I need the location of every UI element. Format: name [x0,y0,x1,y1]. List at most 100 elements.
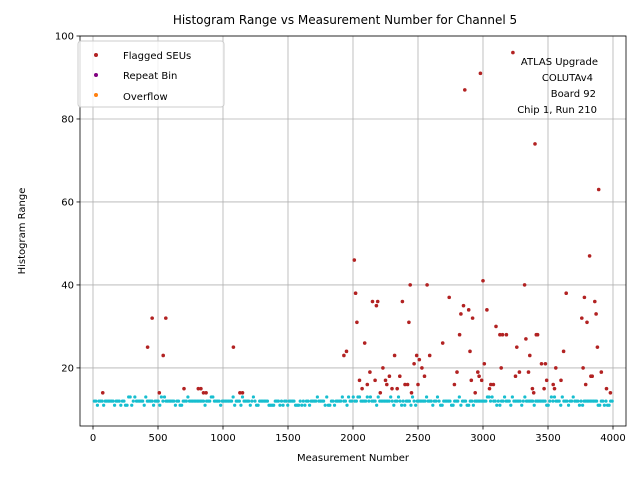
baseline-point [604,399,608,403]
flagged-seu-point [100,391,105,395]
flagged-seu-point [365,382,370,387]
legend-marker-repeat [94,73,98,77]
baseline-point [560,395,564,399]
flagged-seu-point [544,378,549,383]
flagged-seu-point [473,391,478,395]
y-tick-label: 100 [55,32,74,43]
baseline-point [532,403,536,407]
legend-label-repeat: Repeat Bin [123,71,177,82]
baseline-point [490,395,494,399]
flagged-seu-point [360,386,364,391]
flagged-seu-point [204,391,208,395]
baseline-point [463,399,468,403]
baseline-point [595,399,599,403]
flagged-seu-point [157,391,162,395]
annotation-line: ATLAS Upgrade [521,57,598,68]
flagged-seu-point [587,254,592,258]
baseline-point [368,395,373,399]
baseline-point [395,399,399,403]
baseline-point [281,403,285,407]
baseline-point [284,399,288,403]
flagged-seu-point [526,370,531,374]
baseline-point [144,395,148,399]
flagged-seu-point [582,295,587,300]
baseline-point [142,403,146,407]
flagged-seu-point [478,71,483,76]
x-axis-ticks: 0 500 1000 1500 2000 2500 3000 3500 4000 [90,426,626,444]
x-tick-label: 4000 [600,433,625,444]
flagged-seu-point [487,386,492,391]
baseline-point [467,403,471,407]
flagged-seu-point [353,291,358,296]
baseline-point [322,399,326,403]
flagged-seu-point [161,353,165,358]
baseline-point [350,399,354,403]
flagged-seu-point [504,332,509,337]
baseline-point [315,395,319,399]
flagged-seu-point [199,386,203,391]
flagged-seu-point [447,295,452,300]
baseline-point [424,395,429,399]
baseline-point [471,403,475,407]
flagged-seu-point [479,378,484,383]
flagged-seu-point [463,88,467,92]
baseline-point [286,403,290,407]
flagged-seu-point [409,391,414,395]
flagged-seu-point [522,283,527,287]
flagged-seu-point [398,374,402,379]
baseline-point [297,403,301,407]
baseline-point [437,399,441,403]
annotation-line: Board 92 [551,89,596,100]
baseline-point [119,403,123,407]
baseline-point [201,399,206,403]
baseline-point [239,403,243,407]
baseline-point [607,403,611,407]
baseline-point [208,399,212,403]
baseline-point [448,399,452,403]
baseline-point [325,395,329,399]
baseline-point [339,399,343,403]
baseline-point [354,399,358,403]
flagged-seu-point [196,386,201,391]
flagged-seu-point [511,50,515,55]
baseline-point [301,399,305,403]
baseline-point [434,399,438,403]
baseline-point [498,403,502,407]
baseline-point [111,399,115,403]
flagged-seu-point [375,299,380,304]
baseline-point [203,403,207,407]
flagged-seu-point [533,142,537,146]
baseline-point [253,399,257,403]
flagged-seu-point [457,332,462,337]
flagged-seu-point [485,308,489,312]
y-tick-label: 80 [61,114,74,125]
flagged-seu-point [517,370,522,374]
legend-marker-overflow [94,93,98,97]
baseline-points [92,395,614,407]
baseline-point [549,395,553,399]
baseline-point [396,395,401,399]
baseline-point [328,403,332,407]
baseline-point [219,403,223,407]
baseline-point [332,403,337,407]
baseline-point [128,395,132,399]
baseline-point [557,399,561,403]
baseline-point [502,395,507,399]
baseline-point [543,399,547,403]
flagged-seu-point [593,299,597,304]
baseline-point [403,403,407,407]
baseline-point [487,395,491,399]
y-tick-label: 20 [61,363,74,374]
baseline-point [410,395,415,399]
baseline-point [265,399,270,403]
baseline-point [414,403,418,407]
baseline-point [161,399,165,403]
baseline-point [357,395,362,399]
baseline-point [580,403,585,407]
flagged-seu-point [499,366,504,370]
baseline-point [231,395,235,399]
baseline-point [552,395,557,399]
flagged-seu-point [535,332,540,337]
flagged-seu-point [240,391,245,395]
flagged-seu-point [498,332,502,337]
